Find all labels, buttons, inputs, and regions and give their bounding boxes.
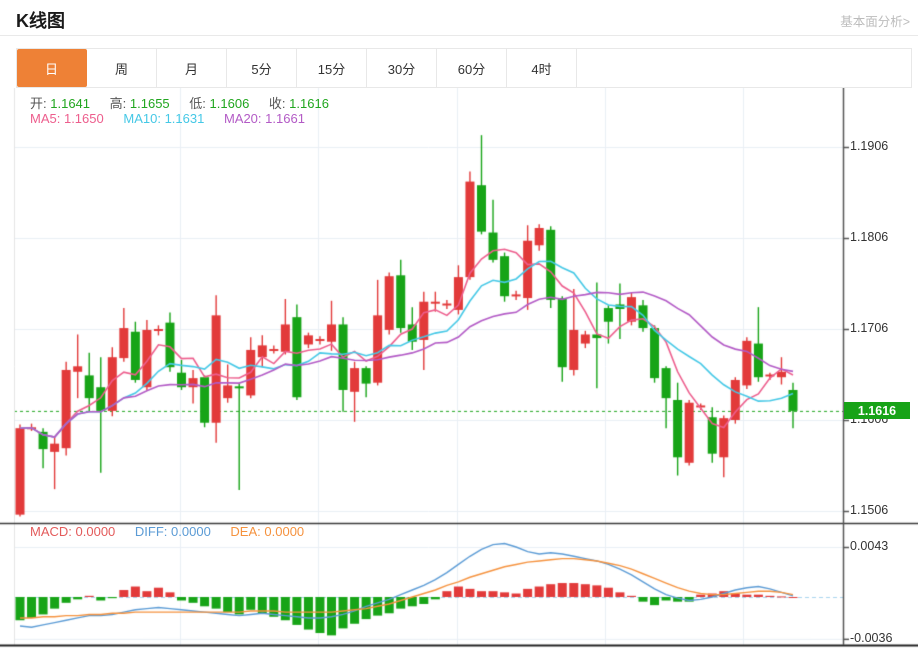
tab-60分[interactable]: 60分 xyxy=(437,49,507,87)
tab-5分[interactable]: 5分 xyxy=(227,49,297,87)
timeframe-tabbar: 日周月 5分 15分 30分 60分 4时 xyxy=(16,48,912,88)
ma5-label: MA5: xyxy=(30,111,61,126)
ohlc-legend: 开: 1.1641 高: 1.1655 低: 1.1606 收: 1.1616 xyxy=(30,93,345,112)
ma5-value: 1.1650 xyxy=(63,111,104,126)
macd-axis-label: 0.0043 xyxy=(850,538,889,553)
tab-周[interactable]: 周 xyxy=(87,49,157,87)
ma20-value: 1.1661 xyxy=(265,111,305,126)
macd-value: 0.0000 xyxy=(75,524,116,539)
ma-legend: MA5: 1.1650 MA10: 1.1631 MA20: 1.1661 xyxy=(30,111,321,126)
open-label: 开: xyxy=(30,96,47,111)
price-axis-label: 1.1906 xyxy=(850,139,889,153)
ma20-label: MA20: xyxy=(223,111,262,126)
low-label: 低: xyxy=(189,96,206,111)
dea-label: DEA: xyxy=(230,524,261,539)
page-title: K线图 xyxy=(16,11,65,31)
ma10-value: 1.1631 xyxy=(164,111,205,126)
tab-30分[interactable]: 30分 xyxy=(367,49,437,87)
macd-axis-label: -0.0036 xyxy=(850,630,893,645)
tab-月[interactable]: 月 xyxy=(157,49,227,87)
open-value: 1.1641 xyxy=(50,96,91,111)
header-divider xyxy=(0,35,918,36)
dea-value: 0.0000 xyxy=(264,524,305,539)
kline-chart-canvas[interactable] xyxy=(0,88,918,651)
high-value: 1.1655 xyxy=(129,96,170,111)
high-label: 高: xyxy=(109,96,127,111)
macd-label: MACD: xyxy=(30,524,72,539)
fundamental-analysis-link[interactable]: 基本面分析> xyxy=(840,15,910,29)
ma10-label: MA10: xyxy=(123,111,161,126)
tab-4时[interactable]: 4时 xyxy=(507,49,577,87)
diff-value: 0.0000 xyxy=(171,524,211,539)
close-label: 收: xyxy=(268,96,286,111)
price-axis-label: 1.1506 xyxy=(850,503,889,517)
price-axis-label: 1.1806 xyxy=(850,230,889,244)
close-value: 1.1616 xyxy=(289,96,329,111)
macd-legend: MACD: 0.0000 DIFF: 0.0000 DEA: 0.0000 xyxy=(30,524,320,539)
price-axis-label: 1.1706 xyxy=(850,321,889,335)
tab-15分[interactable]: 15分 xyxy=(297,49,367,87)
low-value: 1.1606 xyxy=(209,96,250,111)
diff-label: DIFF: xyxy=(134,524,168,539)
tab-日[interactable]: 日 xyxy=(17,49,87,87)
current-price-badge: 1.1616 xyxy=(844,402,910,419)
